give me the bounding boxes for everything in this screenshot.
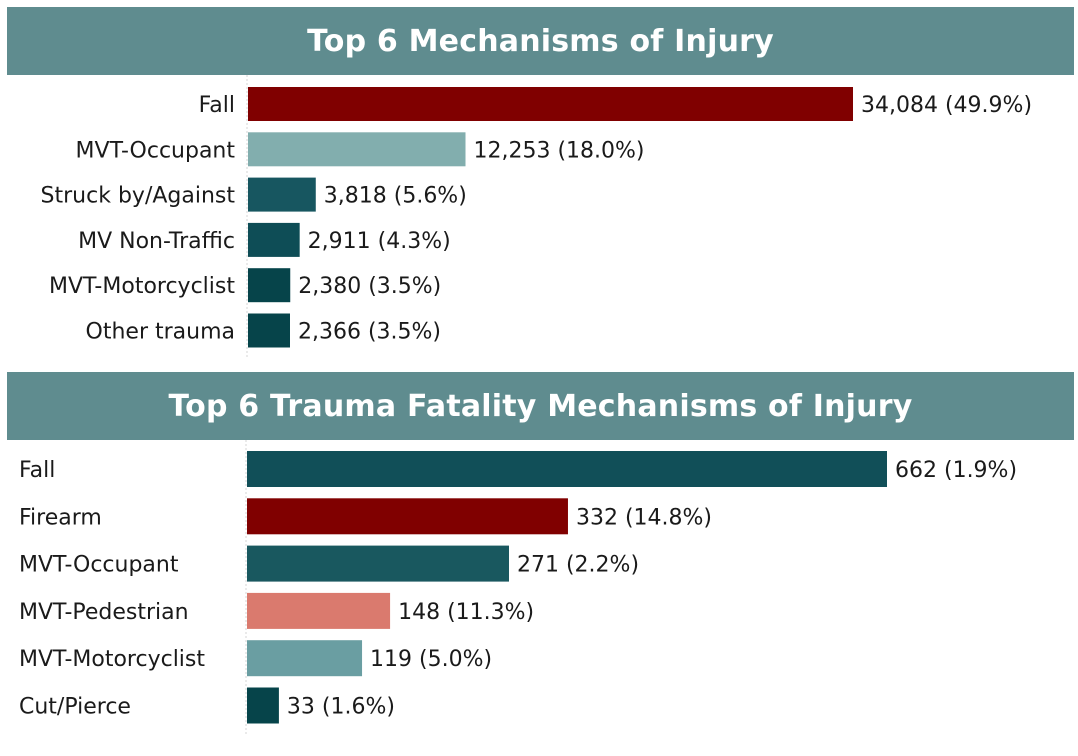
chart-2-value-label: 662 (1.9%) — [895, 458, 1017, 483]
chart-1-bar — [248, 222, 300, 257]
chart-1-category-label: MVT-Motorcyclist — [49, 274, 235, 299]
chart-2-value-label: 332 (14.8%) — [576, 505, 712, 530]
chart-2-category-label: MVT-Motorcyclist — [19, 647, 205, 672]
chart-1-category-label: MV Non-Traffic — [78, 229, 235, 254]
chart-1-bar — [248, 268, 291, 303]
chart-2: Fall 662 (1.9%) Firearm 332 (14.8%) MVT-Occu… — [19, 440, 1017, 736]
chart-1-value-label: 2,380 (3.5%) — [298, 274, 441, 299]
chart-1-category-label: Struck by/Against — [41, 184, 236, 209]
chart-2-category-label: MVT-Occupant — [19, 553, 179, 578]
chart-1-category-label: MVT-Occupant — [76, 138, 236, 163]
chart-1-category-label: Other trauma — [86, 320, 235, 345]
chart-2-bar — [247, 592, 391, 629]
chart-2-category-label: Fall — [19, 458, 55, 483]
chart-2-bar — [247, 545, 509, 582]
chart-1-bar — [248, 87, 853, 121]
chart-1-value-label: 34,084 (49.9%) — [861, 93, 1032, 118]
chart-1-category-label: Fall — [199, 93, 235, 118]
chart-2-category-label: Cut/Pierce — [19, 695, 131, 720]
chart-2-value-label: 119 (5.0%) — [370, 647, 492, 672]
chart-2-value-label: 33 (1.6%) — [287, 695, 395, 720]
chart-2-value-label: 271 (2.2%) — [517, 553, 639, 578]
chart-1-value-label: 2,911 (4.3%) — [308, 229, 451, 254]
chart-2-bar — [247, 687, 279, 724]
chart-2-value-label: 148 (11.3%) — [398, 600, 534, 625]
chart-2-title: Top 6 Trauma Fatality Mechanisms of Inju… — [7, 372, 1074, 440]
chart-1-value-label: 12,253 (18.0%) — [473, 138, 644, 163]
chart-1-bar — [248, 313, 290, 348]
chart-2-bar — [247, 640, 363, 677]
chart-1-value-label: 2,366 (3.5%) — [298, 320, 441, 345]
chart-1-bar — [248, 177, 316, 212]
chart-2-bar — [247, 451, 887, 487]
chart-1-bar — [248, 132, 466, 167]
chart-2-category-label: Firearm — [19, 505, 102, 530]
chart-1-title: Top 6 Mechanisms of Injury — [7, 7, 1074, 75]
chart-2-category-label: MVT-Pedestrian — [19, 600, 189, 625]
chart-2-bar — [247, 498, 568, 535]
chart-1-value-label: 3,818 (5.6%) — [324, 184, 467, 209]
chart-1: Fall 34,084 (49.9%) MVT-Occupant 12,253 (18… — [41, 75, 1032, 358]
